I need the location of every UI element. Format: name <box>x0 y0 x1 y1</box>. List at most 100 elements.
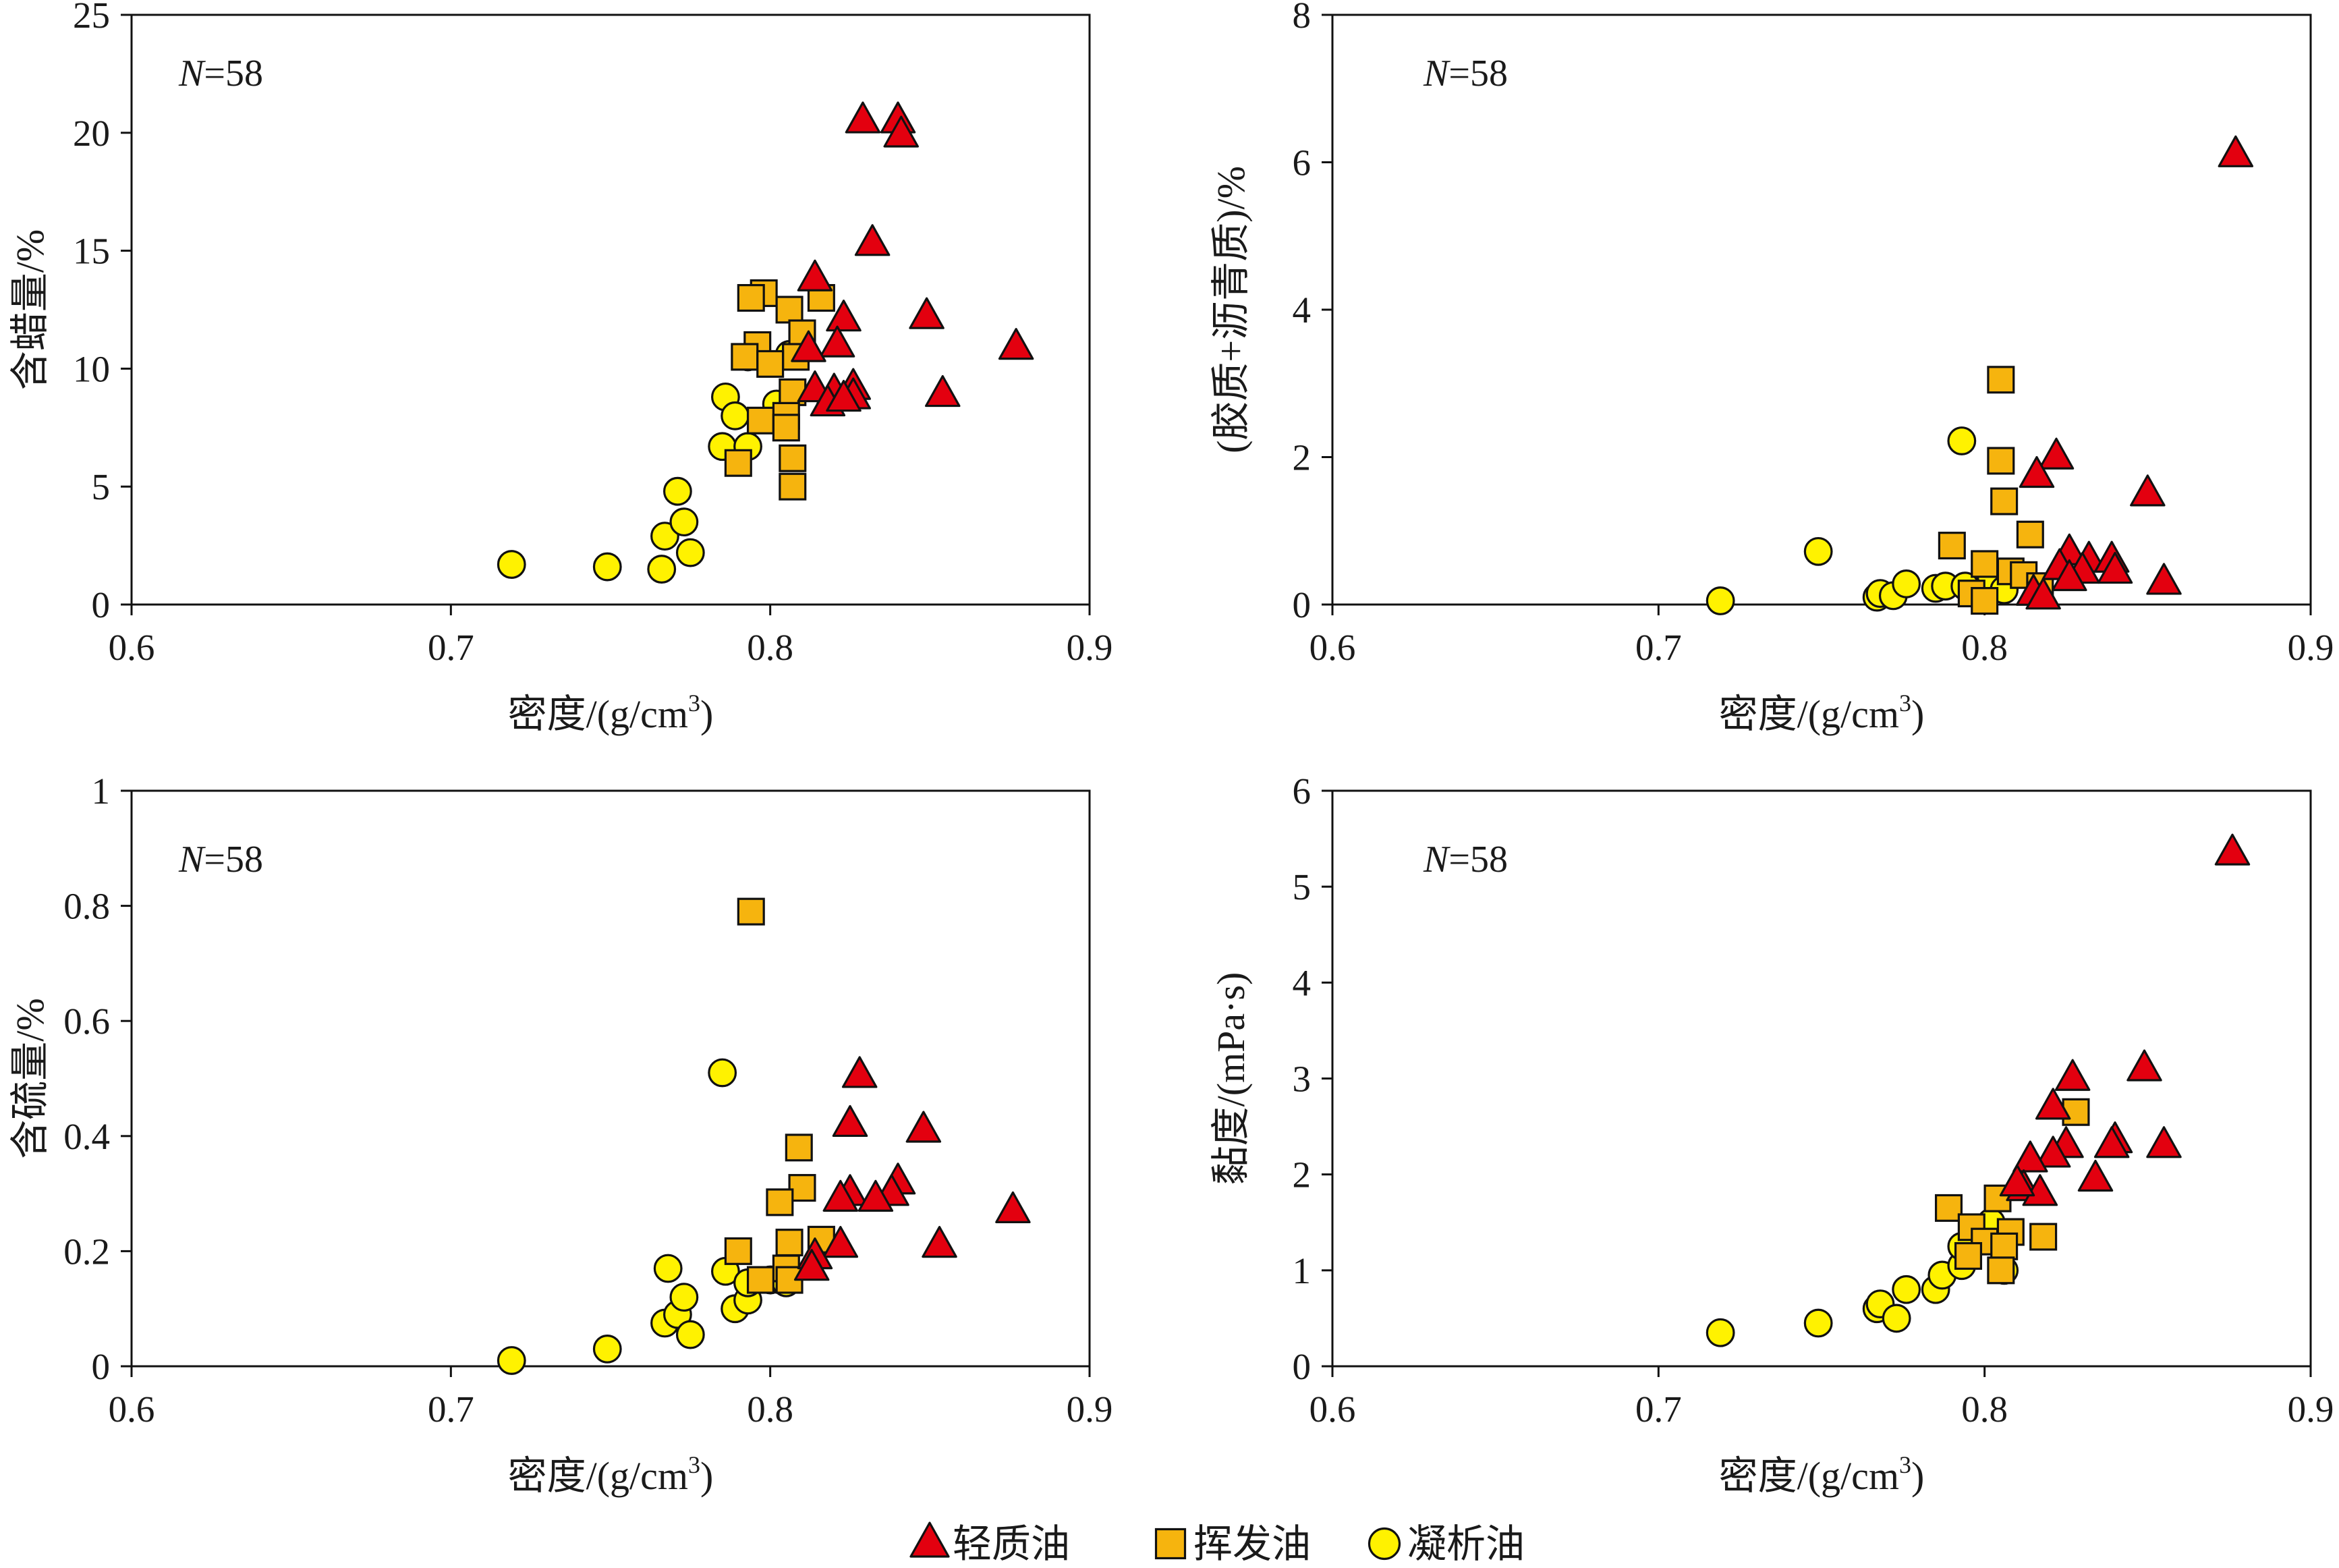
y-tick-label: 3 <box>1293 1059 1312 1100</box>
point-light <box>2052 559 2087 592</box>
point-light <box>826 300 862 332</box>
point-light <box>822 1179 859 1212</box>
point-condensate <box>1803 1308 1833 1338</box>
y-tick-label: 0.6 <box>63 1001 110 1042</box>
series-volatile <box>1934 1098 2090 1285</box>
series-light <box>791 101 1034 417</box>
point-light <box>2035 1136 2071 1168</box>
point-light <box>925 374 961 408</box>
panels: 0.6 0.7 0.8 0.90510152025密度/(g/cm3)含蜡量/%N=5… <box>8 0 2334 1498</box>
point-volatile <box>1954 1241 1983 1270</box>
plot-frame <box>1331 13 2312 606</box>
point-volatile <box>775 1229 804 1257</box>
x-tick-label: 0.7 <box>428 627 474 668</box>
legend-label: 挥发油 <box>1193 1522 1311 1565</box>
plot-frame <box>130 13 1091 606</box>
point-volatile <box>1971 550 1999 578</box>
y-tick-label: 4 <box>1293 962 1312 1003</box>
y-tick-label: 5 <box>1293 866 1312 907</box>
x-tick-label: 0.8 <box>1961 627 2008 668</box>
point-light <box>998 328 1034 360</box>
point-volatile <box>1990 1232 2019 1260</box>
y-tick-label: 25 <box>73 0 110 36</box>
point-light <box>2130 474 2166 507</box>
point-light <box>1999 1165 2035 1197</box>
point-light <box>2214 833 2251 866</box>
y-tick-label: 0.8 <box>63 886 110 927</box>
scatter-panel-1: 0.6 0.7 0.8 0.9 0 5 10 15 20 25 密度/(g/cm3) 含蜡量/% N=5… <box>8 0 1112 736</box>
point-light <box>922 1225 957 1258</box>
legend-marker-condensate <box>1368 1527 1401 1561</box>
point-volatile <box>2029 1223 2058 1251</box>
y-tick-label: 6 <box>1293 771 1312 812</box>
y-tick-label: 2 <box>1293 437 1312 478</box>
y-tick-label: 10 <box>73 348 110 389</box>
point-condensate <box>669 507 699 537</box>
y-tick-label: 8 <box>1293 0 1312 36</box>
point-condensate <box>663 476 692 506</box>
point-light <box>845 101 881 134</box>
point-volatile <box>766 1188 794 1216</box>
point-volatile <box>779 444 807 472</box>
point-volatile <box>746 1266 774 1294</box>
point-condensate <box>1706 586 1735 615</box>
point-volatile <box>772 414 800 442</box>
point-light <box>2146 563 2182 595</box>
sample-count-label: N=58 <box>1423 839 1508 880</box>
point-light <box>995 1191 1031 1224</box>
legend-item-volatile: 挥发油 <box>1154 1522 1311 1566</box>
point-light <box>883 115 919 148</box>
x-tick-label: 0.8 <box>747 627 793 668</box>
point-light <box>826 379 862 412</box>
x-tick-label: 0.6 <box>109 1389 155 1430</box>
y-tick-label: 6 <box>1293 142 1312 184</box>
point-volatile <box>756 349 785 378</box>
legend-item-condensate: 凝析油 <box>1368 1522 1525 1566</box>
point-condensate <box>497 1346 526 1375</box>
x-tick-label: 0.7 <box>1635 1389 1682 1430</box>
point-condensate <box>1892 1275 1921 1304</box>
scatter-panel-3: 0.6 0.7 0.8 0.9 0 0.2 0.4 0.6 0.8 1 密度/(g/cm3) 含硫量/… <box>8 771 1112 1498</box>
x-tick-label: 0.6 <box>1309 627 1356 668</box>
x-tick-label: 0.9 <box>1067 627 1113 668</box>
point-light <box>905 1111 942 1143</box>
y-axis-label: 黏度/(mPa·s) <box>1209 972 1253 1185</box>
sample-count-label: N=58 <box>1423 53 1508 94</box>
x-tick-label: 0.9 <box>2288 1389 2334 1430</box>
legend-marker-light <box>909 1521 950 1558</box>
point-light <box>819 325 855 358</box>
y-axis-label: (胶质+沥青质)/% <box>1209 166 1253 453</box>
point-volatile <box>1934 1194 1963 1222</box>
point-light <box>2218 135 2254 167</box>
point-light <box>2097 551 2133 584</box>
y-tick-label: 0 <box>1293 1346 1312 1387</box>
plot-frame <box>130 789 1091 1368</box>
point-light <box>797 259 833 291</box>
point-light <box>2077 1159 2114 1192</box>
point-light <box>2126 1049 2162 1082</box>
point-light <box>909 297 945 329</box>
point-volatile <box>2016 520 2044 549</box>
x-tick-label: 0.6 <box>109 627 155 668</box>
y-tick-label: 15 <box>73 231 110 272</box>
point-light <box>2019 455 2055 488</box>
point-light <box>2038 437 2075 470</box>
point-light <box>822 1225 859 1258</box>
x-tick-label: 0.8 <box>747 1389 793 1430</box>
point-volatile <box>1971 587 1999 615</box>
series-light <box>1999 833 2251 1206</box>
x-tick-label: 0.8 <box>1961 1389 2008 1430</box>
point-condensate <box>592 552 622 582</box>
point-condensate <box>675 538 705 567</box>
point-volatile <box>1987 1256 2015 1285</box>
point-condensate <box>1947 426 1977 455</box>
y-tick-label: 0.4 <box>63 1116 110 1157</box>
y-tick-label: 1 <box>1293 1250 1312 1291</box>
sample-count-label: N=58 <box>178 839 263 880</box>
point-light <box>857 1179 894 1212</box>
point-volatile <box>1938 532 1966 560</box>
y-tick-label: 1 <box>92 771 111 812</box>
point-light <box>832 1104 868 1138</box>
